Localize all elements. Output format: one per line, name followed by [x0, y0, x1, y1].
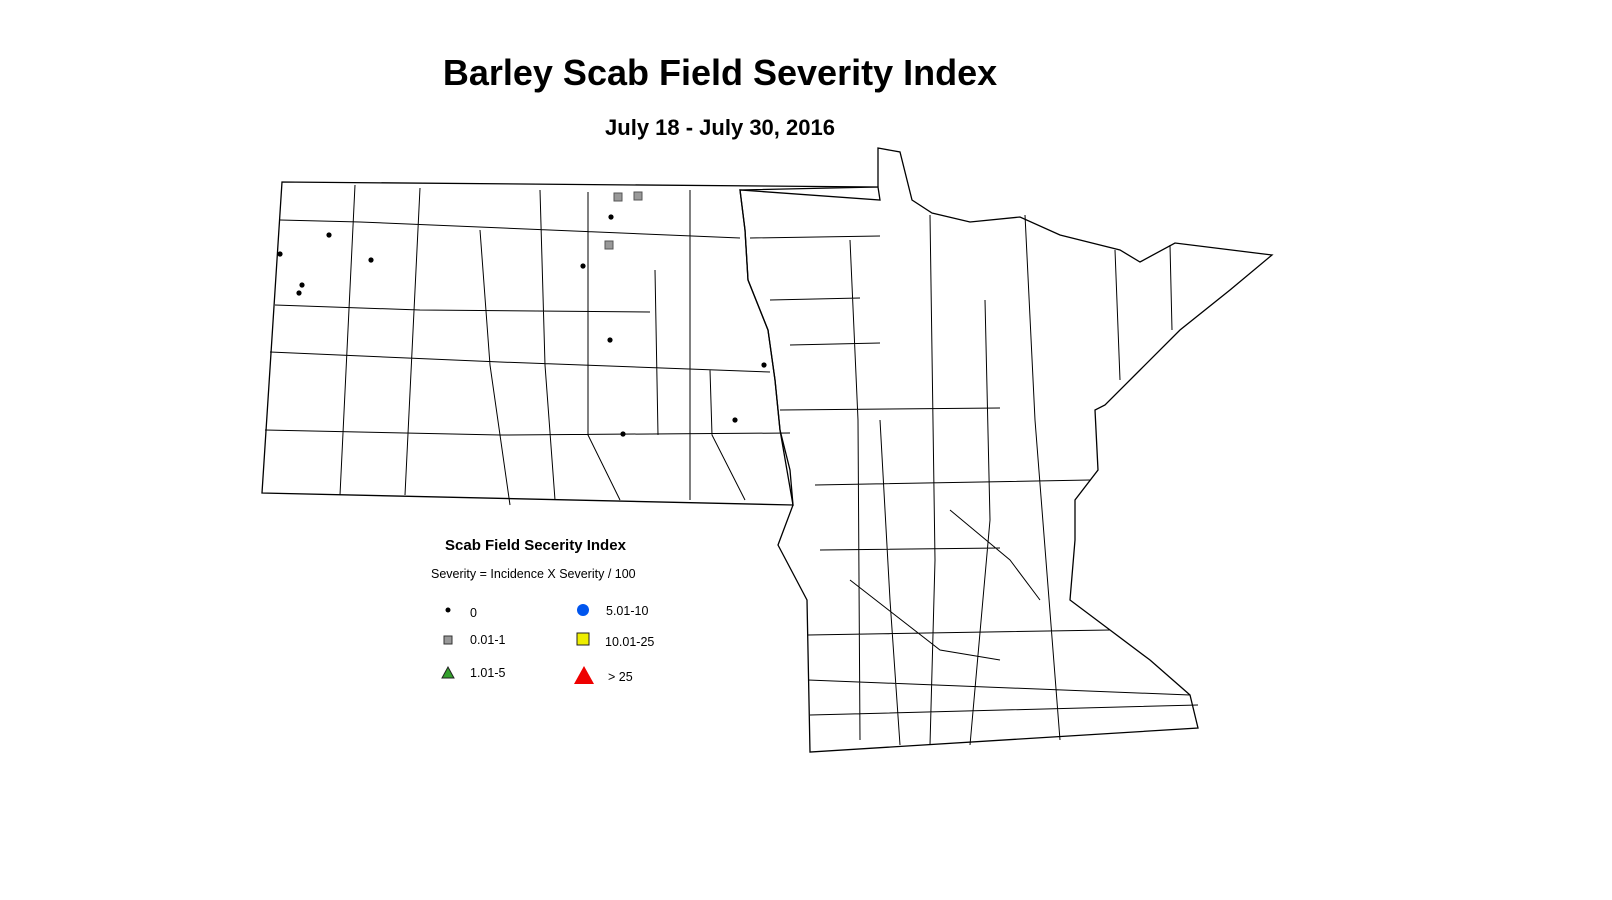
- legend-label: 5.01-10: [606, 604, 649, 618]
- county-lines: [264, 184, 1199, 746]
- map-subtitle: July 18 - July 30, 2016: [605, 115, 835, 140]
- observation-point-0: [299, 282, 305, 288]
- observation-point-0: [607, 337, 613, 343]
- observation-point-0: [580, 263, 586, 269]
- observation-point-0: [732, 417, 738, 423]
- observation-point-0: [608, 214, 614, 220]
- observation-point-0: [326, 232, 332, 238]
- observation-point-0: [761, 362, 767, 368]
- legend-label: 0.01-1: [470, 633, 506, 647]
- legend-label: 1.01-5: [470, 666, 506, 680]
- legend-symbol-10.01-25: [576, 632, 590, 646]
- legend-symbols: [441, 604, 594, 684]
- legend-formula: Severity = Incidence X Severity / 100: [431, 567, 636, 581]
- observation-point-0: [368, 257, 374, 263]
- map-title: Barley Scab Field Severity Index: [442, 52, 998, 93]
- observation-point-0.01-1: [613, 192, 623, 202]
- legend-symbol-gt-25: [574, 666, 594, 684]
- legend-title: Scab Field Secerity Index: [445, 537, 626, 554]
- observation-point-0: [277, 251, 283, 257]
- observation-point-0.01-1: [604, 240, 614, 250]
- observation-point-0: [620, 431, 626, 437]
- observation-point-0: [296, 290, 302, 296]
- legend-label: 0: [470, 606, 477, 620]
- observation-point-0.01-1: [633, 191, 643, 201]
- legend-label: 10.01-25: [605, 635, 655, 649]
- legend-symbol-0.01-1: [443, 635, 453, 645]
- legend-symbol-1.01-5: [441, 665, 455, 679]
- legend-label: > 25: [608, 670, 633, 684]
- minnesota-outline: [739, 147, 1274, 753]
- legend-symbol-5.01-10: [577, 604, 589, 616]
- legend-symbol-0: [445, 607, 451, 613]
